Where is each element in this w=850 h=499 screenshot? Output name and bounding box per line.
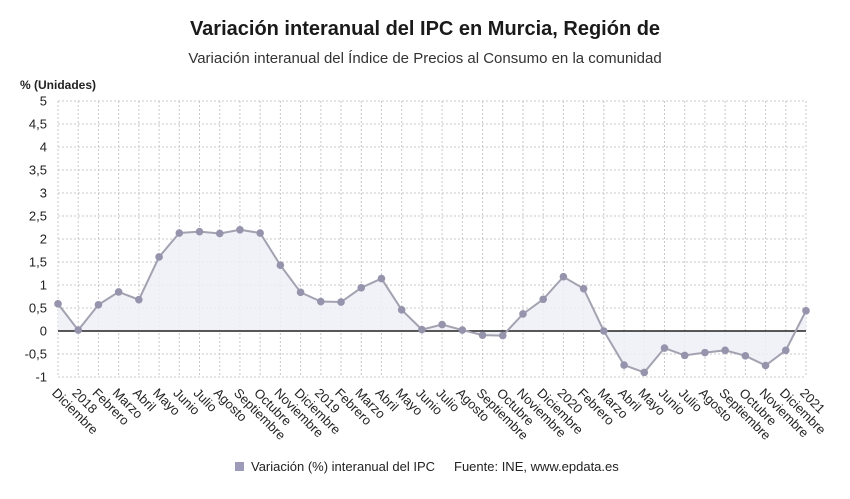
data-points	[54, 226, 810, 377]
data-point	[175, 229, 184, 237]
data-point	[276, 261, 285, 270]
y-tick-label: -1	[35, 370, 47, 385]
chart-subtitle: Variación interanual del Índice de Preci…	[188, 50, 662, 67]
data-point	[802, 306, 810, 315]
data-point	[135, 295, 143, 304]
data-point	[519, 310, 527, 318]
data-point	[781, 346, 790, 355]
y-tick-label: 0,5	[29, 301, 47, 316]
data-point	[114, 288, 123, 296]
area-shape	[58, 229, 806, 373]
source-note: Fuente: INE, www.epdata.es	[454, 459, 619, 474]
data-point	[438, 320, 446, 329]
data-point	[539, 295, 547, 304]
legend-swatch	[235, 462, 244, 471]
data-point	[317, 297, 325, 306]
y-tick-label: 2,5	[29, 209, 47, 224]
y-tick-label: 4,5	[29, 117, 47, 132]
data-point	[337, 298, 345, 306]
y-tick-label: 1,5	[29, 255, 47, 270]
data-point	[357, 283, 366, 292]
data-point	[761, 361, 770, 370]
data-point	[559, 272, 568, 281]
data-point	[256, 229, 264, 237]
data-point	[478, 331, 487, 339]
data-point	[296, 288, 305, 297]
data-point	[155, 253, 163, 261]
y-tick-label: 3,5	[29, 163, 47, 178]
data-point	[458, 326, 467, 334]
grid-lines	[57, 100, 807, 378]
data-point	[498, 331, 507, 340]
chart-title: Variación interanual del IPC en Murcia, …	[189, 18, 661, 40]
data-point	[418, 325, 426, 334]
ipc-line-chart: -1 -0,5 0 0,5 1 1,5 2 2,5 3 3,5 4 4,5 5 Diciembre201…	[25, 94, 829, 443]
y-tick-label: 5	[40, 94, 47, 109]
data-point	[74, 326, 83, 334]
data-point	[215, 229, 224, 238]
y-tick-label: 3	[40, 186, 47, 201]
y-tick-label: -0,5	[25, 347, 47, 362]
data-point	[600, 327, 608, 335]
y-tick-label: 2	[40, 232, 47, 247]
legend: Variación (%) interanual del IPC	[235, 459, 435, 474]
y-axis-label: % (Unidades)	[20, 78, 97, 92]
data-point	[721, 346, 729, 355]
x-tick-labels: Diciembre2018FebreroMarzoAbrilMayoJunioJ…	[49, 385, 829, 443]
data-point	[377, 274, 386, 283]
area-fill	[58, 229, 806, 373]
data-point	[54, 300, 62, 308]
y-tick-label: 0	[40, 324, 47, 339]
y-tick-label: 4	[40, 140, 47, 155]
y-tick-labels: -1 -0,5 0 0,5 1 1,5 2 2,5 3 3,5 4 4,5 5	[25, 94, 47, 385]
y-tick-label: 1	[40, 278, 47, 293]
data-point	[741, 352, 750, 360]
data-point	[94, 300, 103, 309]
data-point	[660, 344, 669, 352]
data-point	[579, 284, 588, 293]
data-point	[640, 368, 649, 377]
data-point	[620, 361, 628, 369]
data-point	[680, 351, 689, 360]
data-point	[195, 227, 204, 236]
data-point	[397, 306, 406, 314]
legend-label: Variación (%) interanual del IPC	[251, 459, 436, 474]
data-point	[701, 348, 709, 357]
data-point	[236, 226, 244, 234]
